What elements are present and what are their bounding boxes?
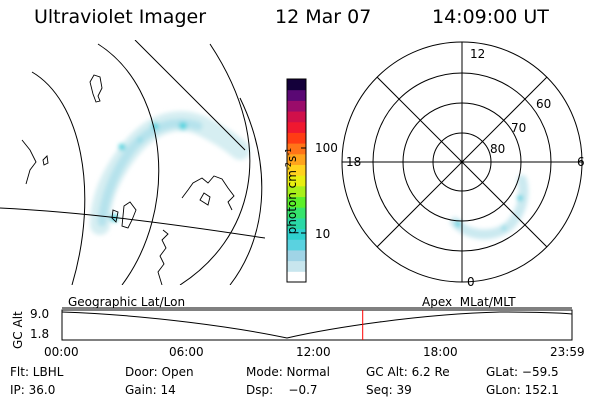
latitude-lines: [31, 43, 263, 285]
colorbar-swatch: [287, 153, 306, 165]
colorbar-ticks: [301, 147, 306, 234]
timeline-tick-1200: 12:00: [296, 345, 331, 359]
mlat-mlt-polar-map: [341, 41, 583, 283]
colorbar-frame: [286, 78, 307, 283]
timeline-tick-2359: 23:59: [550, 345, 585, 359]
coastlines: [21, 74, 235, 285]
colorbar-swatch: [287, 185, 306, 198]
colorbar-swatch: [287, 164, 306, 176]
mlat-label-60: 60: [536, 97, 552, 111]
timeline-y-max: 9.0: [30, 307, 50, 321]
colorbar-swatch: [287, 217, 306, 230]
colorbar-swatch: [287, 249, 306, 262]
app-title: Ultraviolet Imager: [34, 6, 207, 28]
auroral-oval-mlt: [450, 175, 529, 240]
colorbar-swatch: [287, 79, 306, 91]
colorbar-tick-10: 10: [315, 227, 331, 241]
colorbar-swatch: [287, 100, 306, 112]
image-time: 14:09:00 UT: [432, 6, 549, 28]
geographic-projection-label: Geographic Lat/Lon: [68, 295, 186, 309]
colorbar-swatch: [287, 175, 306, 187]
colorbar-swatch: [287, 121, 306, 133]
colorbar-unit-label: photon cm-2s-1: [273, 147, 299, 242]
info-ip: IP: 36.0: [10, 383, 56, 397]
timeline-tick-0000: 00:00: [44, 345, 79, 359]
info-seq: Seq: 39: [366, 383, 412, 397]
mlat-label-80: 80: [490, 142, 506, 156]
colorbar-swatch: [287, 228, 306, 240]
colorbar-swatch: [287, 111, 306, 123]
colorbar-swatch: [287, 89, 306, 101]
auroral-oval-geographic: [90, 111, 250, 235]
timeline-axis-title: GC Alt: [11, 311, 25, 349]
info-gain: Gain: 14: [125, 383, 176, 397]
colorbar-swatch: [287, 271, 306, 283]
colorbar-swatch: [287, 196, 306, 208]
info-gc-alt: GC Alt: 6.2 Re: [366, 365, 450, 379]
colorbar-swatch: [287, 260, 306, 272]
mlt-label-18: 18: [346, 155, 362, 169]
colorbar-tick-100: 100: [315, 141, 338, 155]
info-door: Door: Open: [125, 365, 194, 379]
colorbar-unit-exp1: -2: [284, 162, 293, 171]
color-scale-bar: [286, 78, 307, 283]
info-glat: GLat: −59.5: [486, 365, 559, 379]
mlt-label-0: 0: [467, 275, 475, 289]
info-glon: GLon: 152.1: [486, 383, 559, 397]
image-date: 12 Mar 07: [275, 6, 372, 28]
timeline-tick-1800: 18:00: [423, 345, 458, 359]
mlt-label-12: 12: [470, 47, 486, 61]
colorbar-unit-s: s: [285, 155, 299, 163]
info-dsp: Dsp: −0.7: [246, 383, 318, 397]
colorbar-unit-exp2: -1: [284, 147, 293, 156]
colorbar-swatch: [287, 207, 306, 219]
timeline-y-min: 1.8: [30, 327, 50, 341]
timeline-tick-0600: 06:00: [169, 345, 204, 359]
colorbar-swatch: [287, 239, 306, 251]
orbit-altitude-timeline: [61, 307, 573, 341]
polar-grid: [341, 41, 583, 283]
info-filter: Flt: LBHL: [10, 365, 64, 379]
info-mode: Mode: Normal: [246, 365, 330, 379]
colorbar-unit-text: photon cm: [285, 170, 299, 235]
colorbar-swatch: [287, 132, 306, 144]
apex-projection-label: Apex MLat/MLT: [422, 295, 516, 309]
mlt-label-6: 6: [577, 155, 585, 169]
colorbar-swatch: [287, 143, 306, 155]
altitude-curve: [61, 311, 573, 339]
geographic-map: [0, 40, 265, 285]
mlat-label-70: 70: [511, 121, 527, 135]
